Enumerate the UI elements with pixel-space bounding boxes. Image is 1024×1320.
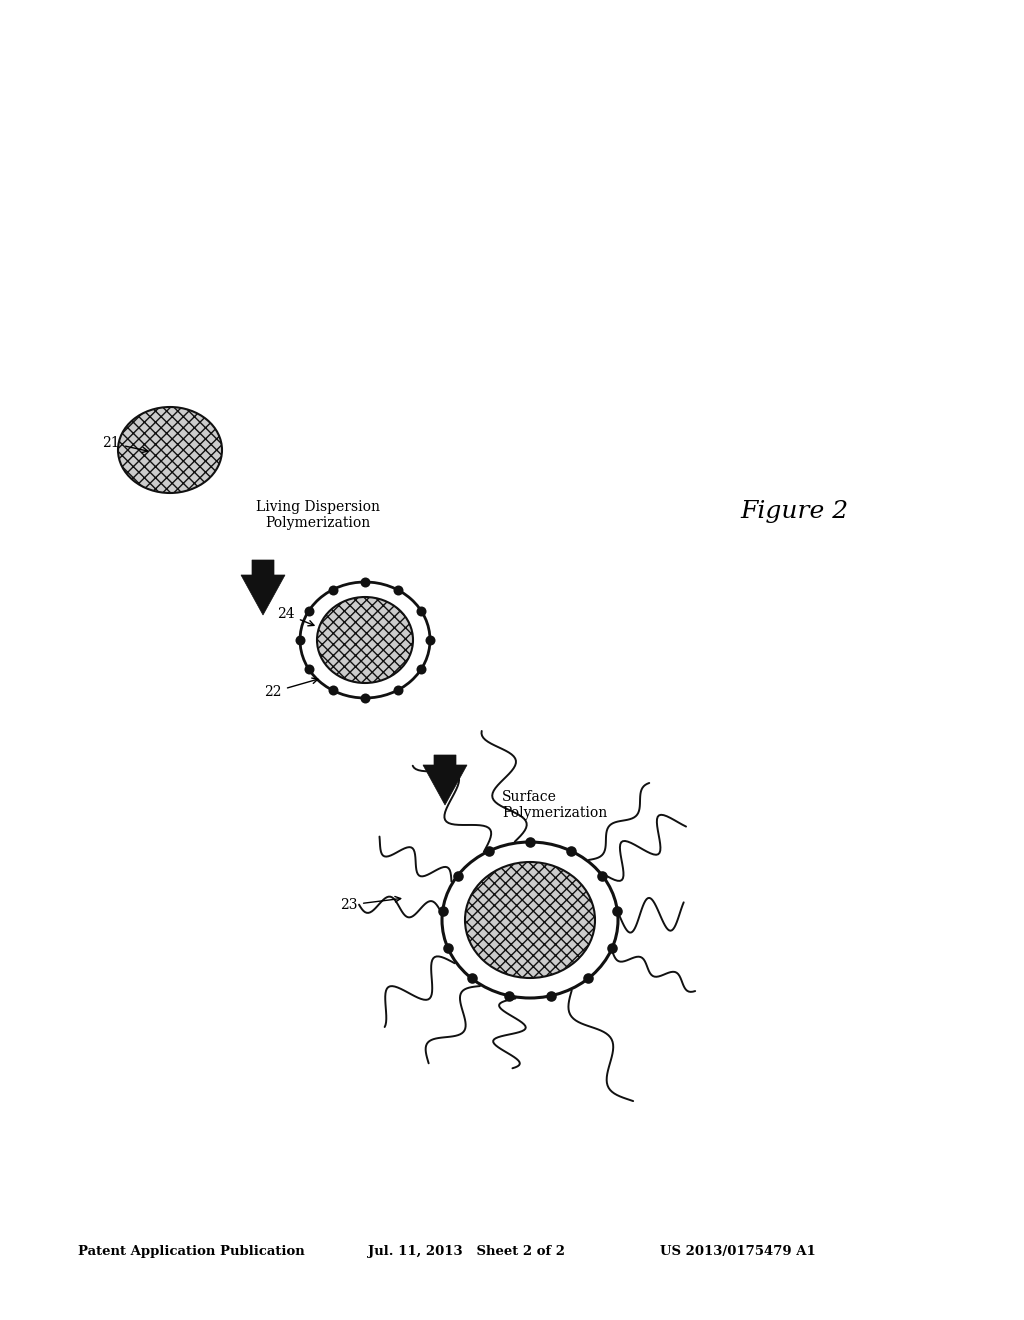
- Text: 24: 24: [278, 607, 314, 626]
- Text: 21: 21: [102, 436, 147, 453]
- Point: [594, 865, 610, 886]
- Text: Surface
Polymerization: Surface Polymerization: [502, 789, 607, 820]
- Point: [434, 900, 451, 921]
- Ellipse shape: [300, 582, 430, 698]
- Point: [464, 968, 480, 989]
- Point: [422, 630, 438, 651]
- Point: [501, 985, 517, 1006]
- Text: 22: 22: [264, 678, 317, 700]
- Point: [439, 937, 456, 958]
- Point: [300, 659, 316, 680]
- Ellipse shape: [442, 842, 618, 998]
- Text: Figure 2: Figure 2: [740, 500, 848, 523]
- Point: [581, 968, 597, 989]
- Point: [604, 937, 621, 958]
- Point: [292, 630, 308, 651]
- Text: Jul. 11, 2013   Sheet 2 of 2: Jul. 11, 2013 Sheet 2 of 2: [368, 1246, 565, 1258]
- Point: [325, 680, 341, 701]
- Point: [481, 841, 498, 862]
- Text: Living Dispersion
Polymerization: Living Dispersion Polymerization: [256, 500, 380, 531]
- Text: US 2013/0175479 A1: US 2013/0175479 A1: [660, 1246, 816, 1258]
- Ellipse shape: [465, 862, 595, 978]
- Point: [609, 900, 626, 921]
- Point: [300, 601, 316, 622]
- Point: [325, 579, 341, 601]
- Ellipse shape: [118, 407, 222, 492]
- Polygon shape: [423, 755, 467, 805]
- Text: 23: 23: [341, 896, 400, 912]
- Point: [413, 659, 429, 680]
- Point: [389, 680, 406, 701]
- Point: [356, 572, 373, 593]
- Point: [389, 579, 406, 601]
- Polygon shape: [241, 560, 285, 615]
- Point: [543, 985, 559, 1006]
- Point: [522, 832, 539, 853]
- Ellipse shape: [317, 597, 413, 682]
- Point: [450, 865, 466, 886]
- Text: Patent Application Publication: Patent Application Publication: [78, 1246, 305, 1258]
- Point: [356, 688, 373, 709]
- Point: [563, 841, 580, 862]
- Point: [413, 601, 429, 622]
